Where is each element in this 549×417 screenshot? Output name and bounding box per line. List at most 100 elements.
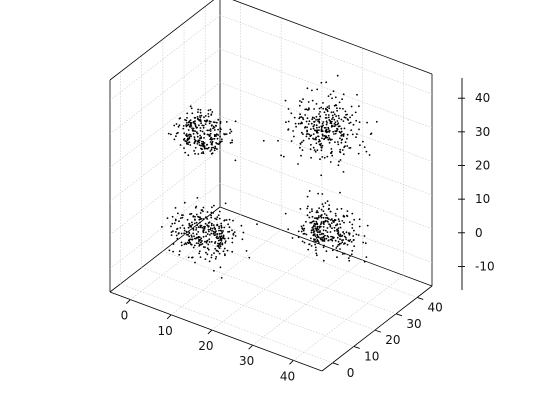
- data-point: [210, 256, 213, 259]
- data-point: [311, 215, 314, 218]
- data-point: [319, 158, 321, 161]
- data-point: [185, 135, 188, 138]
- data-point: [199, 115, 201, 117]
- data-point: [353, 218, 356, 221]
- data-point: [188, 232, 191, 235]
- data-point: [226, 249, 229, 252]
- left-wall-grid-z: [109, 149, 221, 236]
- data-point: [326, 155, 329, 158]
- data-point: [343, 221, 345, 224]
- data-point: [193, 122, 196, 125]
- data-point: [343, 127, 346, 130]
- data-point: [225, 219, 228, 221]
- data-point: [223, 133, 226, 136]
- data-point: [310, 245, 313, 247]
- data-point: [331, 249, 334, 252]
- data-point: [210, 136, 213, 139]
- data-point: [339, 235, 341, 238]
- data-point: [168, 249, 171, 252]
- data-point: [179, 144, 182, 146]
- data-point: [183, 132, 186, 135]
- data-point: [206, 224, 209, 227]
- data-point: [331, 97, 333, 100]
- data-point: [215, 121, 218, 124]
- data-point: [337, 122, 340, 125]
- data-point: [190, 212, 193, 215]
- data-point: [287, 108, 290, 110]
- data-point: [221, 237, 224, 239]
- data-point: [300, 116, 303, 118]
- data-point: [310, 156, 312, 159]
- data-point: [325, 114, 327, 116]
- data-point: [300, 131, 303, 134]
- data-point: [339, 191, 341, 194]
- data-point: [208, 230, 210, 233]
- data-point: [303, 232, 306, 235]
- data-point: [369, 133, 372, 136]
- data-point: [321, 203, 324, 206]
- data-point: [189, 213, 191, 216]
- data-point: [189, 119, 192, 121]
- data-point: [309, 148, 312, 151]
- data-point: [346, 210, 349, 213]
- data-point: [302, 133, 304, 136]
- data-point: [204, 115, 207, 117]
- data-point: [174, 218, 177, 221]
- data-point: [293, 116, 296, 119]
- data-point: [160, 226, 163, 228]
- data-point: [178, 253, 181, 256]
- data-point: [320, 238, 322, 241]
- data-point: [194, 215, 196, 218]
- back-wall-grid-z: [219, 82, 433, 162]
- data-point: [316, 131, 319, 134]
- data-point: [193, 235, 195, 238]
- y-tick-label: 20: [385, 333, 400, 347]
- data-point: [362, 140, 364, 143]
- data-point: [195, 205, 198, 208]
- data-point: [322, 107, 325, 110]
- data-point: [209, 120, 212, 123]
- data-point: [194, 139, 197, 142]
- data-point: [322, 233, 325, 235]
- data-point: [210, 232, 213, 235]
- data-point: [204, 246, 206, 249]
- x-tick-label: 40: [280, 369, 295, 383]
- data-point: [316, 222, 318, 225]
- data-point: [193, 136, 196, 139]
- data-point: [187, 143, 190, 146]
- data-point: [348, 147, 351, 149]
- data-point: [210, 148, 213, 151]
- data-point: [349, 239, 352, 241]
- data-point: [316, 149, 319, 152]
- data-point: [311, 208, 313, 211]
- data-point: [196, 131, 198, 134]
- y-tick-mark: [374, 329, 382, 333]
- data-point: [347, 239, 350, 242]
- data-point: [189, 105, 192, 108]
- data-point: [332, 90, 335, 93]
- data-point: [167, 132, 170, 135]
- data-point: [322, 210, 325, 213]
- data-point: [307, 101, 310, 103]
- data-point: [183, 232, 186, 235]
- data-point: [348, 259, 351, 262]
- data-point: [282, 155, 285, 158]
- data-point: [179, 217, 182, 220]
- data-point: [220, 230, 223, 232]
- data-point: [320, 233, 323, 236]
- data-point: [217, 143, 220, 146]
- data-point: [327, 116, 330, 119]
- data-point: [190, 107, 193, 110]
- data-point: [342, 171, 345, 173]
- data-point: [343, 252, 346, 255]
- data-point: [202, 151, 205, 153]
- data-point: [231, 139, 234, 142]
- data-point: [341, 98, 343, 101]
- data-point: [318, 215, 320, 217]
- data-point: [305, 108, 308, 111]
- data-point: [320, 106, 323, 109]
- data-point: [350, 129, 353, 132]
- data-point: [211, 227, 214, 230]
- data-point: [199, 127, 202, 129]
- floor-front-edge: [109, 291, 323, 372]
